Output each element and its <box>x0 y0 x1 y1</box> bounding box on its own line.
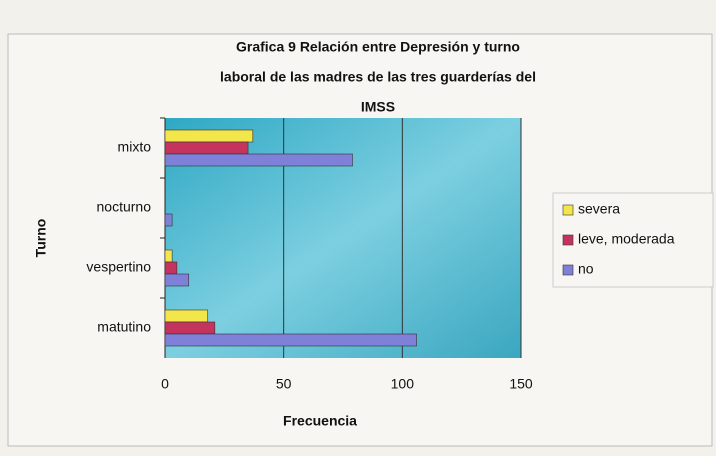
chart-title: Grafica 9 Relación entre Depresión y tur… <box>236 39 520 55</box>
bar <box>164 153 353 167</box>
x-tick-label: 100 <box>391 376 415 392</box>
y-tick-label: vespertino <box>86 259 151 275</box>
x-axis-label: Frecuencia <box>283 413 357 429</box>
bar <box>164 141 249 155</box>
y-tick-label: mixto <box>118 139 152 155</box>
chart-title: laboral de las madres de las tres guarde… <box>220 69 536 85</box>
legend-label: no <box>578 261 594 277</box>
x-tick-label: 0 <box>161 376 169 392</box>
bar <box>164 249 173 263</box>
legend-label: severa <box>578 201 620 217</box>
x-tick-label: 150 <box>509 376 533 392</box>
legend-swatch <box>562 204 574 216</box>
bar <box>164 309 209 323</box>
bar <box>164 333 417 347</box>
x-tick-label: 50 <box>276 376 292 392</box>
bar <box>164 261 178 275</box>
bar <box>164 321 216 335</box>
legend-swatch <box>562 264 574 276</box>
y-tick-label: matutino <box>97 319 151 335</box>
bar <box>164 129 254 143</box>
legend-box <box>552 192 714 288</box>
chart-title: IMSS <box>361 99 395 115</box>
y-tick-label: nocturno <box>97 199 152 215</box>
legend-label: leve, moderada <box>578 231 675 247</box>
legend-swatch <box>562 234 574 246</box>
y-axis-label: Turno <box>33 219 49 258</box>
bar <box>164 273 190 287</box>
bar <box>164 213 173 227</box>
